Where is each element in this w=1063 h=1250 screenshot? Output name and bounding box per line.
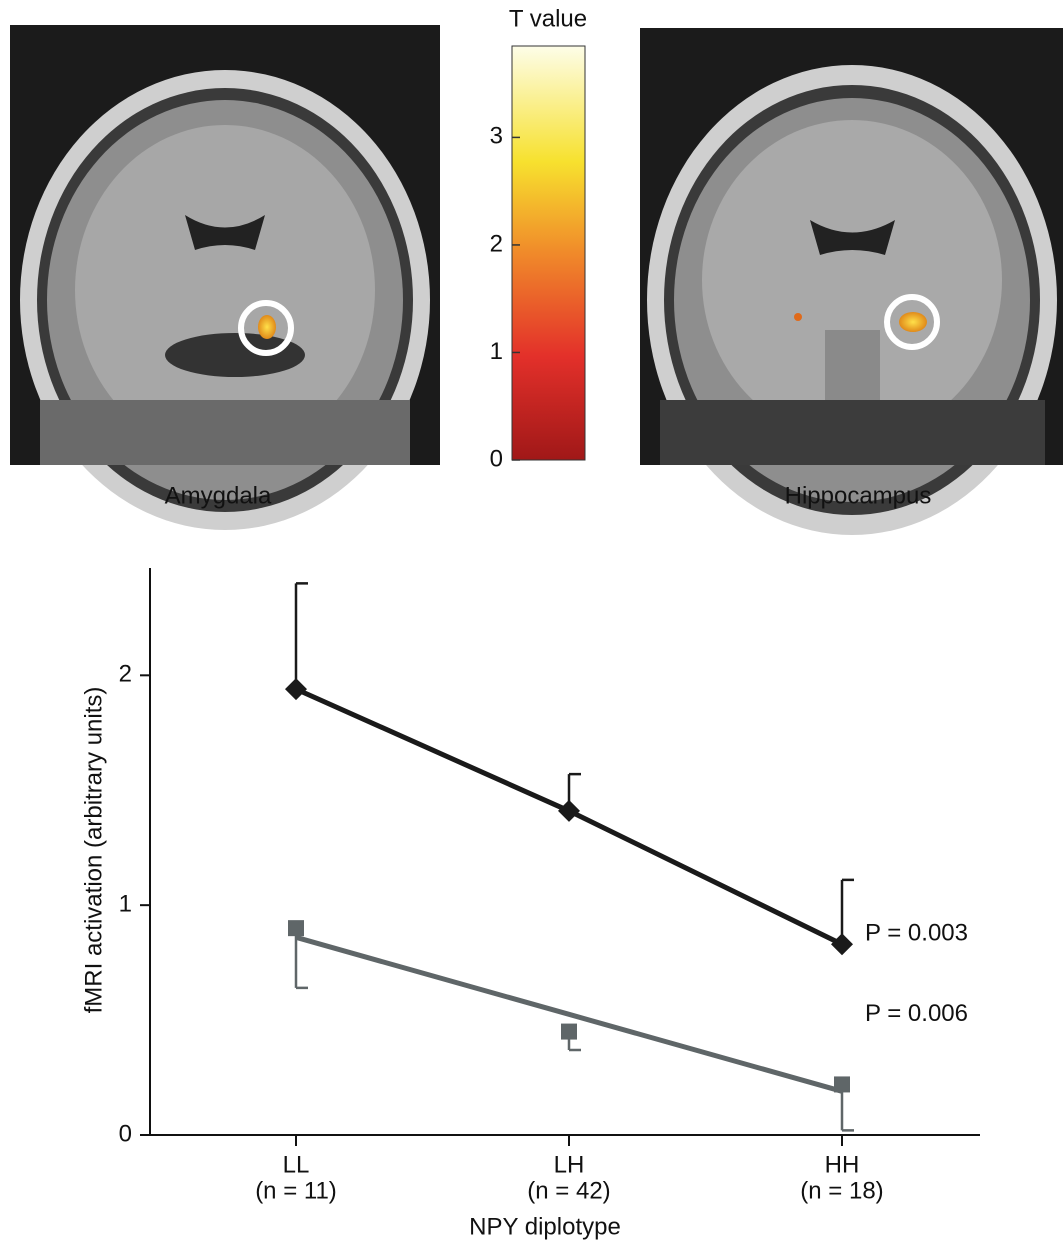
brain-image-amygdala: [10, 25, 440, 530]
x-tick-label: LH: [554, 1151, 585, 1178]
colorbar: [511, 45, 586, 461]
colorbar-tick-label: 0: [490, 445, 503, 472]
x-tick-note: (n = 18): [800, 1177, 883, 1204]
error-bar: [294, 928, 308, 990]
marker: [288, 920, 304, 937]
image-label: Hippocampus: [785, 482, 932, 509]
x-tick-label: HH: [825, 1151, 860, 1178]
marker: [834, 1076, 850, 1093]
p-value-annotation: P = 0.003: [865, 920, 968, 947]
image-label: Amygdala: [165, 482, 272, 509]
colorbar-tick-label: 1: [490, 338, 503, 365]
marker: [831, 933, 853, 956]
y-tick-label: 0: [119, 1120, 132, 1147]
error-bar: [294, 582, 308, 690]
x-tick-note: (n = 11): [255, 1177, 337, 1204]
x-tick-note: (n = 42): [527, 1177, 610, 1204]
fit-line: [295, 934, 843, 1094]
p-value-annotation: P = 0.006: [865, 1000, 968, 1027]
colorbar-tick-label: 3: [490, 123, 503, 150]
error-bar: [840, 878, 854, 945]
marker: [285, 678, 307, 701]
y-axis-label: fMRI activation (arbitrary units): [80, 687, 107, 1014]
y-tick-label: 1: [119, 891, 132, 918]
marker: [558, 799, 580, 822]
x-tick-label: LL: [283, 1151, 310, 1178]
brain-image-hippocampus: [640, 28, 1063, 535]
colorbar-label: T value: [509, 5, 587, 32]
y-tick-label: 2: [119, 661, 132, 688]
colorbar-tick-label: 2: [490, 230, 503, 257]
marker: [561, 1023, 577, 1040]
x-axis-label: NPY diplotype: [469, 1213, 621, 1240]
